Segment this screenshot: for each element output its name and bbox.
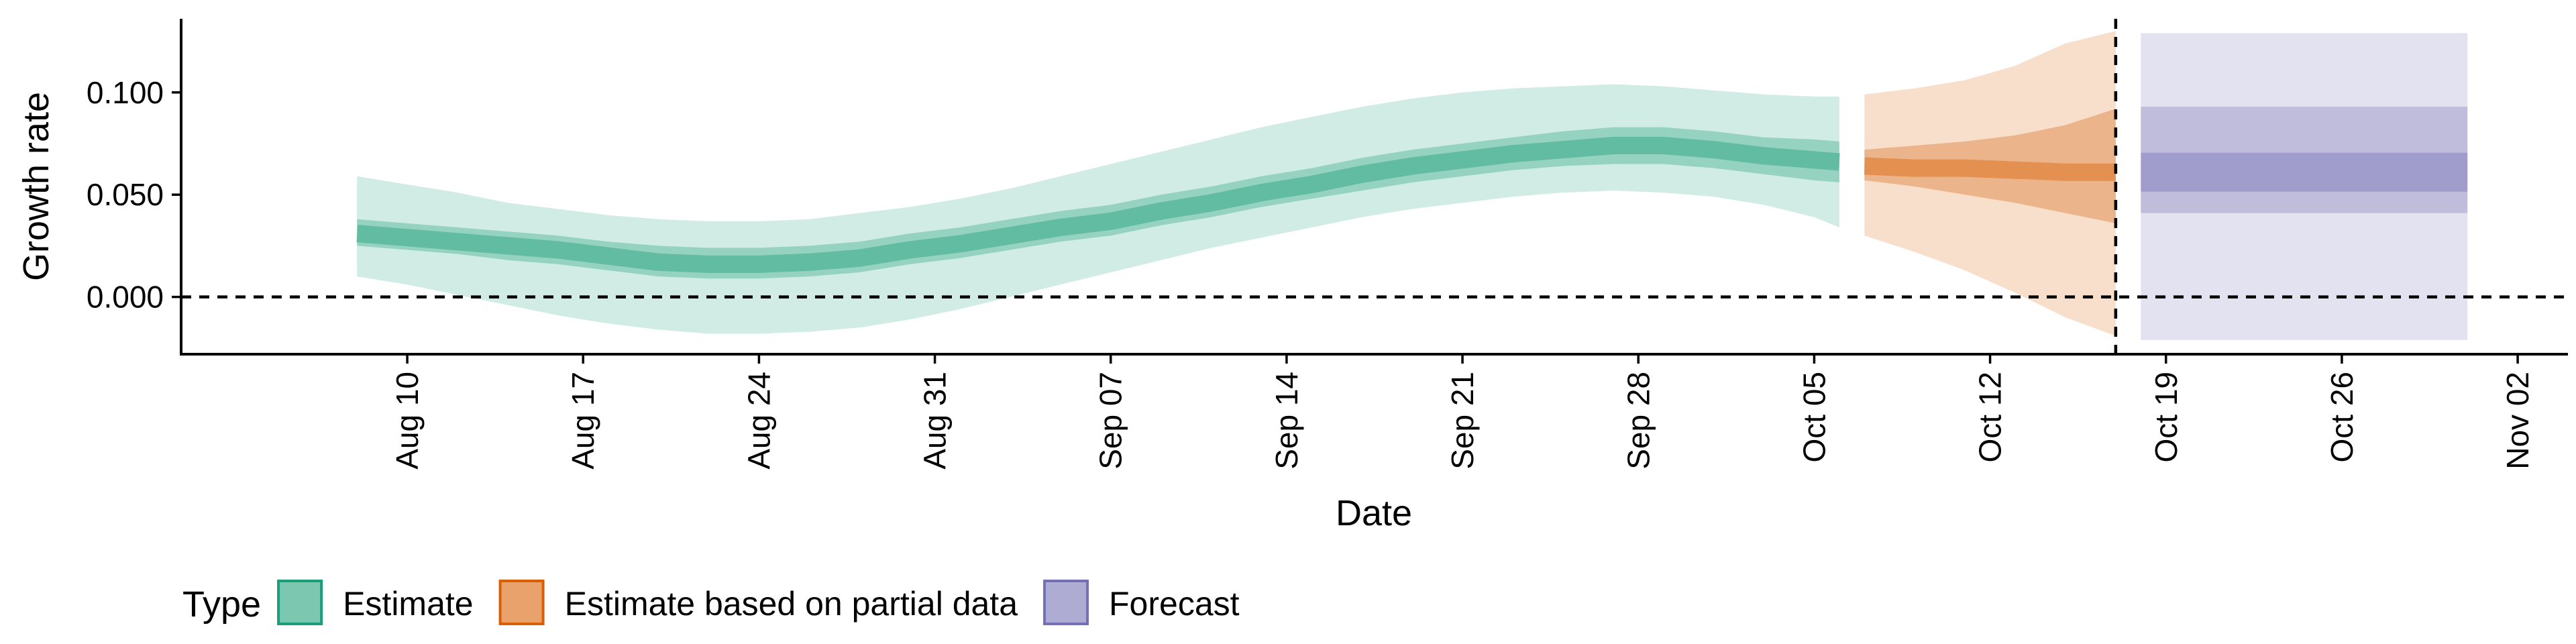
x-tick-label: Aug 24 xyxy=(741,372,776,470)
x-tick-label: Nov 02 xyxy=(2500,372,2535,470)
legend-title: Type xyxy=(182,584,261,625)
legend-label-forecast: Forecast xyxy=(1109,585,1240,623)
tick-labels: Aug 10 Aug 17 Aug 24 Aug 31 Sep 07 Sep 14 Sep … xyxy=(87,75,2535,470)
estimate-median-line xyxy=(356,137,1840,273)
x-tick-label: Oct 12 xyxy=(1973,372,2008,463)
legend-swatch-estimate-based-on-partial-data xyxy=(498,580,545,625)
legend-swatch-estimate xyxy=(277,580,323,625)
x-tick-label: Oct 19 xyxy=(2149,372,2184,463)
legend-label-estimate-based-on-partial-data: Estimate based on partial data xyxy=(565,585,1018,623)
legend: Type Estimate Estimate based on partial d… xyxy=(182,580,1240,625)
estimate-based-on-partial-data-inner-band xyxy=(1864,109,2116,223)
y-tick-label: 0.050 xyxy=(87,177,164,212)
x-tick-label: Sep 28 xyxy=(1621,372,1656,470)
x-tick-label: Oct 26 xyxy=(2324,372,2359,463)
axes xyxy=(180,19,2568,356)
x-tick-label: Sep 14 xyxy=(1269,372,1304,470)
estimate-based-on-partial-data-median-line xyxy=(1864,157,2116,181)
forecast-inner-band xyxy=(2141,107,2468,213)
x-tick-label: Oct 05 xyxy=(1796,372,1831,463)
x-tick-label: Sep 07 xyxy=(1093,372,1128,470)
y-axis-title: Growth rate xyxy=(16,92,56,281)
estimate-outer-band xyxy=(357,84,1839,334)
x-tick-label: Aug 17 xyxy=(566,372,600,470)
x-tick-label: Aug 31 xyxy=(918,372,953,470)
y-tick-label: 0.100 xyxy=(87,75,164,110)
estimate-inner-band xyxy=(357,127,1839,279)
forecast-outer-band xyxy=(2141,33,2468,340)
x-tick-label: Sep 21 xyxy=(1445,372,1480,470)
reference-lines xyxy=(181,19,2568,354)
x-tick-label: Aug 10 xyxy=(390,372,425,470)
estimate-based-on-partial-data-outer-band xyxy=(1864,31,2116,336)
legend-label-estimate: Estimate xyxy=(343,585,474,623)
uncertainty-bands xyxy=(356,31,2468,340)
x-axis-title: Date xyxy=(1336,493,1412,533)
legend-swatch-forecast xyxy=(1043,580,1089,625)
y-tick-label: 0.000 xyxy=(87,280,164,315)
